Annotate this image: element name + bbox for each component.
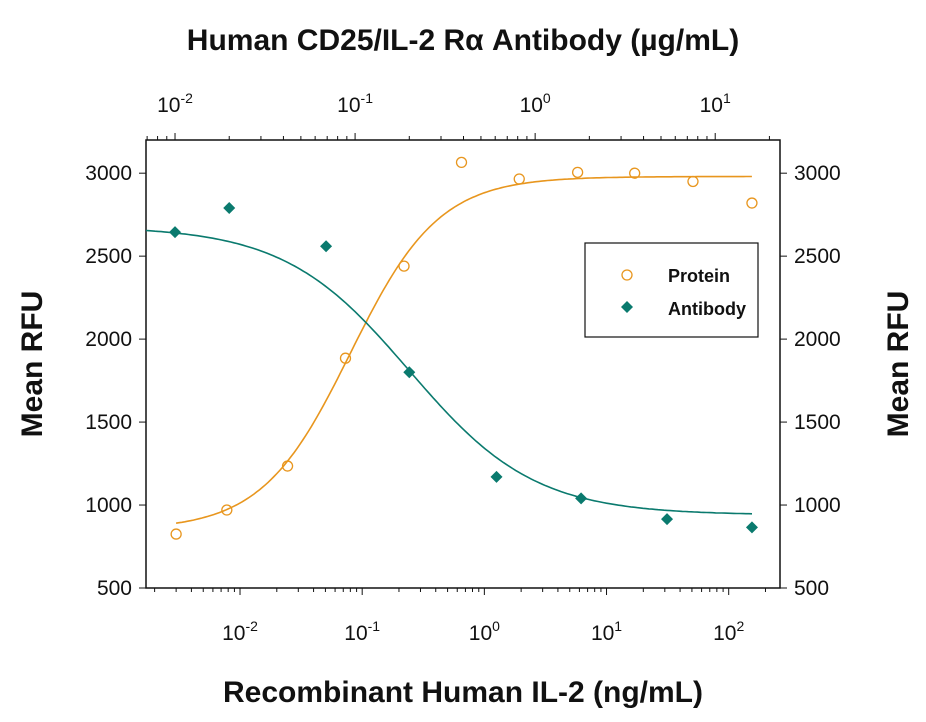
protein-data-point <box>221 504 233 516</box>
protein-data-point <box>629 167 641 179</box>
antibody-data-point <box>403 366 416 379</box>
plot-frame <box>145 139 781 589</box>
fit-curves <box>145 175 753 524</box>
legend-label-antibody: Antibody <box>668 299 746 319</box>
antibody-data-point <box>223 202 236 215</box>
protein-data-point <box>170 528 182 540</box>
legend-marker-antibody <box>621 301 633 313</box>
protein-data-point <box>339 352 352 364</box>
antibody-data-point <box>320 240 333 253</box>
antibody-data-point <box>745 521 758 534</box>
x-axis-tick-label: 10-2 <box>222 618 258 645</box>
top-x-axis-tick-label: 100 <box>520 90 551 117</box>
ticks: 10-2 10-1 100 101 102 10-2 10-1 100 101 500 500 100… <box>85 90 840 645</box>
legend: Protein Antibody <box>584 242 759 338</box>
right-y-axis-tick-label: 500 <box>794 577 829 600</box>
top-axis-title: Human CD25/IL-2 Rα Antibody (µg/mL) <box>187 24 739 57</box>
antibody-fit-curve <box>145 229 753 515</box>
top-x-axis-tick-label: 10-1 <box>337 90 373 117</box>
protein-data-point <box>281 460 294 472</box>
legend-marker-protein <box>621 269 633 281</box>
y-axis-tick-label: 2000 <box>85 328 132 351</box>
x-axis-title: Recombinant Human IL-2 (ng/mL) <box>223 676 703 709</box>
antibody-data-point <box>575 492 588 505</box>
x-axis-tick-label: 101 <box>591 618 622 645</box>
y-axis-tick-label: 1000 <box>85 494 132 517</box>
y-axis-tick-label: 500 <box>97 577 132 600</box>
y-axis-tick-label: 3000 <box>85 162 132 185</box>
x-axis-tick-label: 102 <box>713 618 744 645</box>
protein-data-point <box>571 166 584 179</box>
x-axis-tick-label: 10-1 <box>344 618 380 645</box>
protein-data-point <box>513 173 525 185</box>
right-y-axis-title: Mean RFU <box>882 291 915 438</box>
right-y-axis-tick-label: 1000 <box>794 494 841 517</box>
protein-fit-curve <box>175 175 752 524</box>
right-y-axis-tick-label: 3000 <box>794 162 841 185</box>
antibody-data-point <box>490 470 503 483</box>
x-axis-tick-label: 100 <box>469 618 500 645</box>
right-y-axis-tick-label: 1500 <box>794 411 841 434</box>
y-axis-tick-label: 1500 <box>85 411 132 434</box>
data-points <box>169 156 758 540</box>
protein-data-point <box>687 175 699 188</box>
top-x-axis-tick-label: 10-2 <box>157 90 193 117</box>
legend-box <box>584 242 759 338</box>
antibody-data-point <box>169 226 182 239</box>
y-axis-title: Mean RFU <box>16 291 49 438</box>
legend-label-protein: Protein <box>668 266 730 286</box>
protein-data-point <box>746 197 758 209</box>
protein-data-point <box>455 156 468 169</box>
y-axis-tick-label: 2500 <box>85 245 132 268</box>
right-y-axis-tick-label: 2500 <box>794 245 841 268</box>
top-x-axis-tick-label: 101 <box>700 90 731 117</box>
antibody-data-point <box>661 513 674 526</box>
protein-data-point <box>398 260 410 272</box>
right-y-axis-tick-label: 2000 <box>794 328 841 351</box>
